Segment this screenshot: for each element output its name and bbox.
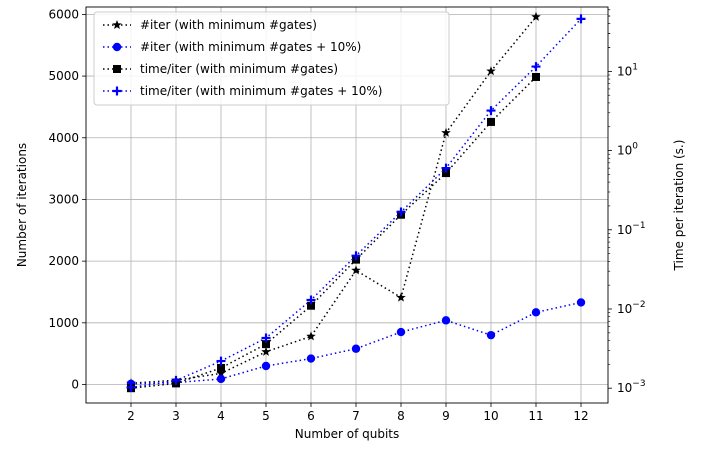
data-point [441,163,451,173]
x-tick-label: 3 [172,409,180,423]
x-tick-label: 10 [483,409,498,423]
y2-tick-label: 10−2 [617,300,646,316]
data-point [262,340,270,349]
series-3 [127,72,540,393]
data-point [171,376,181,386]
data-point [306,354,316,363]
y-axis-right: 10−3 10−2 10−1 100 101 [608,9,646,395]
y-tick-label: 6000 [48,7,79,21]
y-tick-label: 1000 [48,316,79,330]
data-point [126,383,136,393]
data-point [486,330,496,340]
x-tick-label: 5 [262,409,270,423]
series-4 [126,14,586,393]
data-point [217,363,225,372]
data-point [112,42,122,52]
data-point [306,331,316,341]
data-point [441,316,451,325]
data-point [531,11,541,21]
x-tick-label: 4 [217,409,225,423]
y-tick-label: 4000 [48,131,79,145]
data-point [442,169,450,178]
x-tick-label: 9 [442,409,450,423]
data-point [306,295,316,305]
x-axis-label: Number of qubits [295,427,400,441]
data-point [396,292,406,302]
legend-label: time/iter (with minimum #gates) [140,62,338,76]
y-axis-label: Number of iterations [15,143,29,267]
x-tick-label: 7 [352,409,360,423]
data-point [351,265,361,275]
y2-tick-label: 100 [617,142,638,158]
x-tick-label: 8 [397,409,405,423]
y2-tick-label: 10−1 [617,221,646,237]
data-point [486,106,496,116]
series-line [130,16,537,385]
data-point [112,86,122,96]
legend-item: time/iter (with minimum #gates + 10%) [103,84,382,98]
data-point [487,117,495,126]
data-point [216,374,226,384]
data-point [307,301,315,310]
data-point [351,344,361,353]
y2-axis-label: Time per iteration (s.) [672,140,686,272]
data-point [576,298,586,307]
legend-item: #iter (with minimum #gates + 10%) [103,40,361,54]
legend-label: #iter (with minimum #gates + 10%) [140,40,361,54]
y-tick-label: 5000 [48,69,79,83]
y-tick-label: 2000 [48,254,79,268]
y-tick-label: 0 [71,377,79,391]
data-point [441,127,451,137]
series-layer [126,11,586,393]
legend: #iter (with minimum #gates) #iter (with m… [93,11,450,106]
x-tick-label: 2 [127,409,135,423]
series-line [130,301,582,385]
data-point [216,368,226,378]
data-point [531,62,541,72]
data-point [261,333,271,343]
legend-label: #iter (with minimum #gates) [140,18,317,32]
y-axis-left: 0 1000 2000 3000 4000 5000 6000 [48,7,86,391]
data-point [532,72,540,81]
x-tick-label: 12 [573,409,588,423]
data-point [396,207,406,217]
data-point [486,66,496,76]
x-tick-label: 11 [528,409,543,423]
data-point [113,65,121,73]
plot-frame [85,6,609,404]
y2-tick-label: 10−3 [617,379,646,395]
series-line [130,76,537,389]
y2-tick-label: 101 [617,62,638,78]
data-point [351,251,361,261]
series-line [130,18,582,389]
data-point [531,308,541,317]
data-point [396,327,406,337]
data-point [261,346,271,356]
x-axis: 2 3 4 5 6 7 8 9 10 11 12 [127,403,589,423]
data-point [576,14,586,24]
y-tick-label: 3000 [48,192,79,206]
data-point [261,361,271,371]
legend-label: time/iter (with minimum #gates + 10%) [140,84,382,98]
x-tick-label: 6 [307,409,315,423]
data-point [112,20,122,30]
legend-item: #iter (with minimum #gates) [103,18,317,32]
legend-item: time/iter (with minimum #gates) [103,62,338,76]
data-point [216,356,226,366]
legend-box [93,11,450,106]
